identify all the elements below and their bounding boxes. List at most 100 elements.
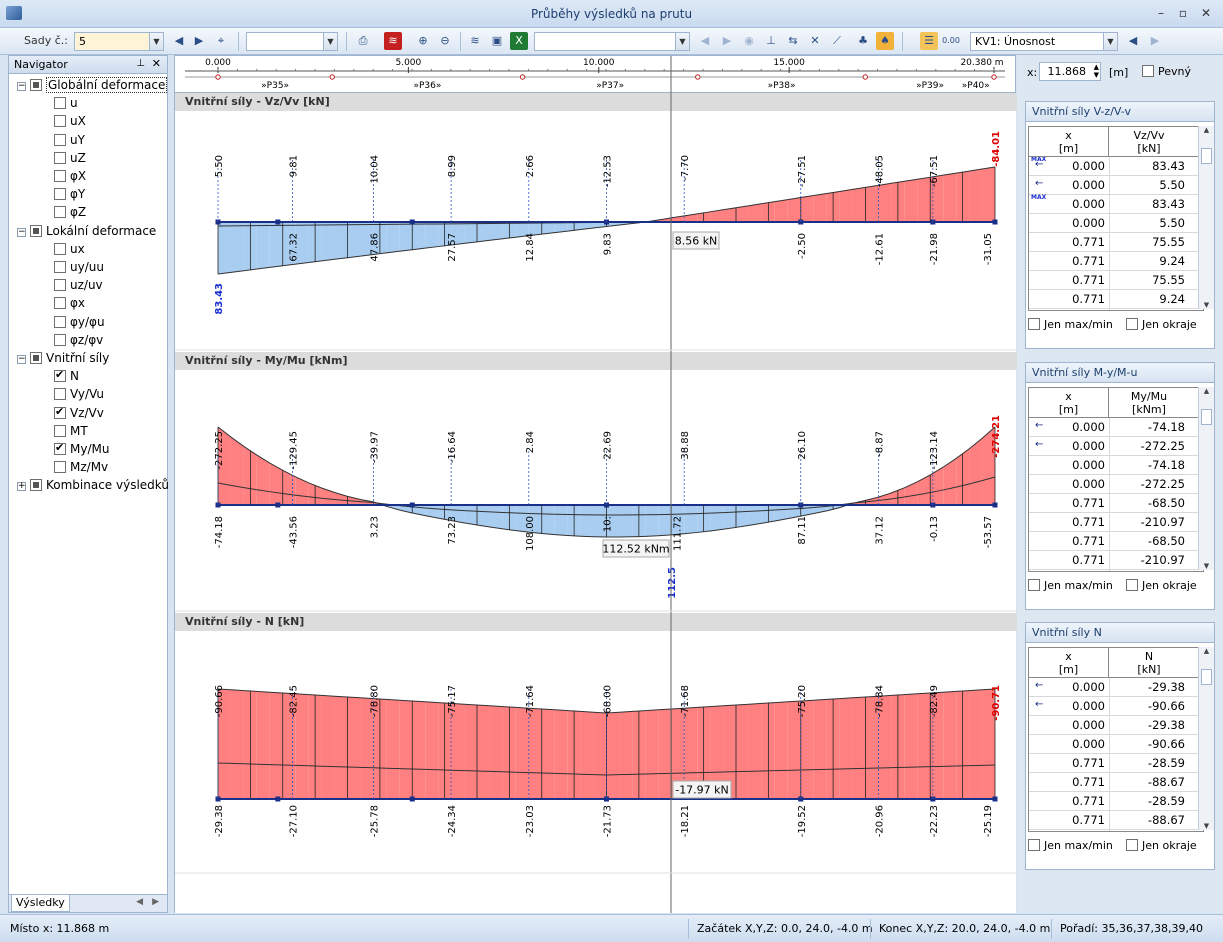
maxmin-checkbox[interactable]: Jen max/min xyxy=(1028,318,1113,331)
tree-item[interactable]: φx xyxy=(54,296,85,314)
expand-icon[interactable]: − xyxy=(17,226,26,237)
table-row[interactable]: 0.771 75.55 xyxy=(1029,271,1203,290)
table-row[interactable]: 0.771 9.24 xyxy=(1029,252,1203,271)
table-row[interactable]: 0.771 -28.59 xyxy=(1029,754,1203,773)
maximize-icon[interactable]: ▫ xyxy=(1178,6,1188,20)
zoom-out-icon[interactable]: ⊖ xyxy=(440,34,450,47)
edges-checkbox[interactable]: Jen okraje xyxy=(1126,579,1197,592)
scroll-up-icon[interactable]: ▲ xyxy=(1203,647,1210,655)
next-set-icon[interactable]: ▶ xyxy=(194,34,204,47)
tree-group[interactable]: − Vnitřní síly xyxy=(17,351,109,369)
tab-results[interactable]: Výsledky xyxy=(11,895,70,912)
tree-item[interactable]: Mz/Mv xyxy=(54,460,108,478)
item-checkbox[interactable] xyxy=(54,151,66,164)
table-row[interactable]: 0.771 -68.50 xyxy=(1029,532,1203,551)
table-row[interactable]: ← 0.000 -74.18 xyxy=(1029,418,1203,437)
item-checkbox[interactable] xyxy=(54,242,66,255)
tree-item[interactable]: φz/φv xyxy=(54,333,103,351)
table-row[interactable]: 0.816 -28.55 xyxy=(1029,830,1203,831)
item-checkbox[interactable] xyxy=(54,188,66,201)
tool5-icon[interactable]: ♣ xyxy=(858,34,868,47)
tree-item[interactable]: Vy/Vu xyxy=(54,387,104,405)
settings-icon[interactable]: ≋ xyxy=(470,34,480,47)
minimize-icon[interactable]: – xyxy=(1158,6,1164,20)
tree-item[interactable]: N xyxy=(54,368,79,387)
maxmin-checkbox[interactable]: Jen max/min xyxy=(1028,839,1113,852)
table-row[interactable]: 0.771 -88.67 xyxy=(1029,811,1203,830)
scroll-thumb[interactable] xyxy=(1201,148,1212,164)
scroll-down-icon[interactable]: ▼ xyxy=(1203,562,1210,570)
tool4-icon[interactable]: ⟋ xyxy=(833,34,841,47)
table-row[interactable]: 0.816 -68.08 xyxy=(1029,570,1203,571)
load-combo[interactable]: KV1: Únosnost ▼ xyxy=(970,32,1118,51)
tree-item[interactable]: φX xyxy=(54,169,86,187)
tree-group[interactable]: + Kombinace výsledků xyxy=(17,478,169,496)
table-row[interactable]: 0.000 5.50 xyxy=(1029,214,1203,233)
table-row[interactable]: 0.771 -210.97 xyxy=(1029,551,1203,570)
pin-icon[interactable]: ⊥ xyxy=(136,58,145,69)
tree-item[interactable]: u xyxy=(54,96,78,114)
item-checkbox[interactable] xyxy=(54,297,66,310)
view-icon[interactable]: ◉ xyxy=(744,34,754,47)
excel-icon[interactable]: X xyxy=(510,32,528,50)
member-ruler[interactable]: 0.000 5.000 10.000 15.000 20.380 m »P35» »P36»… xyxy=(174,55,1016,94)
tree-item[interactable]: uz/uv xyxy=(54,278,103,296)
table-row[interactable]: ← 0.000 -272.25 xyxy=(1029,437,1203,456)
result-combo[interactable]: ▼ xyxy=(534,32,690,51)
result-table[interactable]: x [m] Vz/Vv [kN] MAX ← 0.000 83.43 ← 0.000… xyxy=(1028,126,1204,311)
tool-icon[interactable]: ⊥ xyxy=(766,34,776,47)
item-checkbox[interactable] xyxy=(54,170,66,182)
table-row[interactable]: MAX 0.000 83.43 xyxy=(1029,194,1203,214)
spinner-icon[interactable]: ▲ ▼ xyxy=(1093,63,1099,79)
tool2-icon[interactable]: ⇆ xyxy=(788,34,798,47)
table-row[interactable]: 0.000 -90.66 xyxy=(1029,735,1203,754)
table-row[interactable]: 0.000 -272.25 xyxy=(1029,475,1203,494)
table-row[interactable]: 0.000 -29.38 xyxy=(1029,716,1203,735)
table-row[interactable]: 0.771 75.55 xyxy=(1029,233,1203,252)
tree-item[interactable]: MT xyxy=(54,424,88,442)
prev-set-icon[interactable]: ◀ xyxy=(174,34,184,47)
tree-item[interactable]: uy/uu xyxy=(54,260,104,278)
item-checkbox[interactable] xyxy=(54,315,66,328)
tree-item[interactable]: My/Mu xyxy=(54,441,109,460)
item-checkbox[interactable] xyxy=(54,424,66,437)
save-icon[interactable]: ▣ xyxy=(491,34,503,47)
expand-icon[interactable]: − xyxy=(17,81,26,91)
group-checkbox[interactable] xyxy=(30,352,42,364)
scroll-thumb[interactable] xyxy=(1201,669,1212,685)
tree-item[interactable]: uX xyxy=(54,114,86,132)
navigator-close-icon[interactable]: ✕ xyxy=(151,57,161,70)
scroll-thumb[interactable] xyxy=(1201,409,1212,425)
tree-item[interactable]: uZ xyxy=(54,151,86,169)
tool3-icon[interactable]: ✕ xyxy=(810,34,820,47)
tree-group[interactable]: − Globální deformace xyxy=(17,77,168,96)
prev-icon[interactable]: ◀ xyxy=(700,34,710,47)
item-checkbox[interactable] xyxy=(54,115,66,128)
table-row[interactable]: 0.771 -210.97 xyxy=(1029,513,1203,532)
table-row[interactable]: ← 0.000 -90.66 xyxy=(1029,697,1203,716)
tree-item[interactable]: uY xyxy=(54,133,85,151)
scroll-up-icon[interactable]: ▲ xyxy=(1203,126,1210,134)
table-row[interactable]: ← 0.000 -29.38 xyxy=(1029,678,1203,697)
tree-item[interactable]: φZ xyxy=(54,205,86,223)
item-checkbox[interactable] xyxy=(54,333,66,346)
item-checkbox[interactable] xyxy=(54,133,66,146)
item-checkbox[interactable] xyxy=(54,405,66,419)
item-checkbox[interactable] xyxy=(54,261,66,273)
table-row[interactable]: 0.000 -74.18 xyxy=(1029,456,1203,475)
sets-combo[interactable]: 5 ▼ xyxy=(74,32,164,51)
next-icon[interactable]: ▶ xyxy=(722,34,732,47)
edges-checkbox[interactable]: Jen okraje xyxy=(1126,318,1197,331)
item-checkbox[interactable] xyxy=(54,388,66,401)
result-table[interactable]: x [m] My/Mu [kNm] ← 0.000 -74.18 ← 0.000 … xyxy=(1028,387,1204,572)
print-icon[interactable]: ⎙ xyxy=(358,34,368,47)
result-table[interactable]: x [m] N [kN] ← 0.000 -29.38 ← 0.000 -90.6… xyxy=(1028,647,1204,832)
tab-left-icon[interactable]: ◀ xyxy=(136,897,143,907)
table-row[interactable]: 0.771 -68.50 xyxy=(1029,494,1203,513)
next-load-icon[interactable]: ▶ xyxy=(1150,34,1160,47)
item-checkbox[interactable] xyxy=(54,461,66,474)
tree-item[interactable]: ux xyxy=(54,242,85,260)
item-checkbox[interactable] xyxy=(54,279,66,292)
fixed-checkbox[interactable]: Pevný xyxy=(1142,65,1191,78)
table-scrollbar[interactable]: ▲ ▼ xyxy=(1198,387,1214,570)
